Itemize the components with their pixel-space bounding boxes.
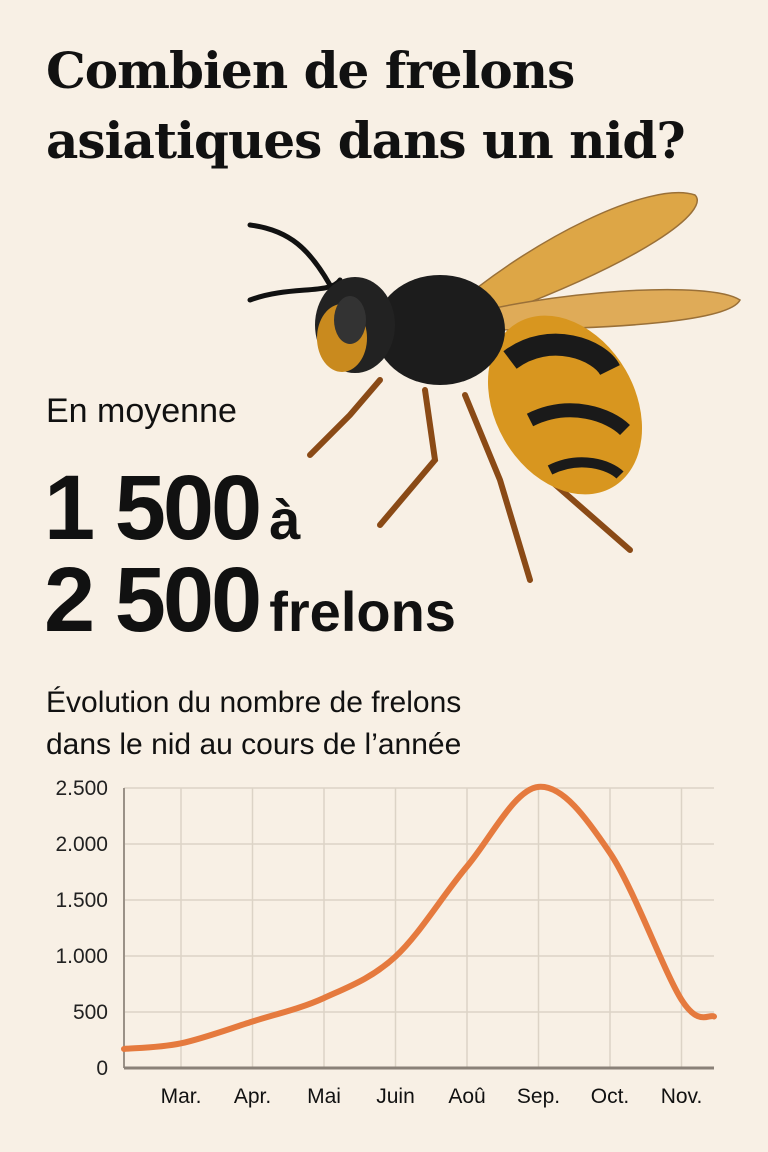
hornet-illustration bbox=[247, 191, 741, 583]
series-line bbox=[121, 783, 717, 1052]
stat-line-2: 2 500 frelons bbox=[44, 549, 456, 651]
x-tick-label: Nov. bbox=[661, 1085, 703, 1108]
y-tick-label: 2.500 bbox=[55, 777, 108, 800]
page-title: Combien de frelons asiatiques dans un nid… bbox=[46, 41, 686, 170]
stat-line-1: 1 500 à bbox=[44, 457, 301, 559]
x-tick-label: Apr. bbox=[234, 1085, 271, 1108]
y-tick-label: 1.000 bbox=[55, 945, 108, 968]
x-tick-label: Mai bbox=[307, 1085, 341, 1108]
x-tick-label: Juin bbox=[376, 1085, 415, 1108]
thorax bbox=[375, 275, 505, 385]
average-label: En moyenne bbox=[46, 392, 237, 430]
y-tick-label: 500 bbox=[73, 1001, 108, 1024]
x-tick-label: Aoû bbox=[448, 1085, 485, 1108]
y-tick-label: 2.000 bbox=[55, 833, 108, 856]
x-tick-label: Oct. bbox=[591, 1085, 630, 1108]
x-tick-label: Sep. bbox=[517, 1085, 560, 1108]
antennae bbox=[247, 222, 343, 303]
y-tick-label: 0 bbox=[96, 1057, 108, 1080]
line-chart: 0 500 1.000 1.500 2.000 2.500 Mar. Apr. Mai Juin A… bbox=[55, 777, 717, 1108]
chart-title: Évolution du nombre de frelons dans le ni… bbox=[46, 686, 462, 761]
x-tick-label: Mar. bbox=[161, 1085, 202, 1108]
y-tick-label: 1.500 bbox=[55, 889, 108, 912]
